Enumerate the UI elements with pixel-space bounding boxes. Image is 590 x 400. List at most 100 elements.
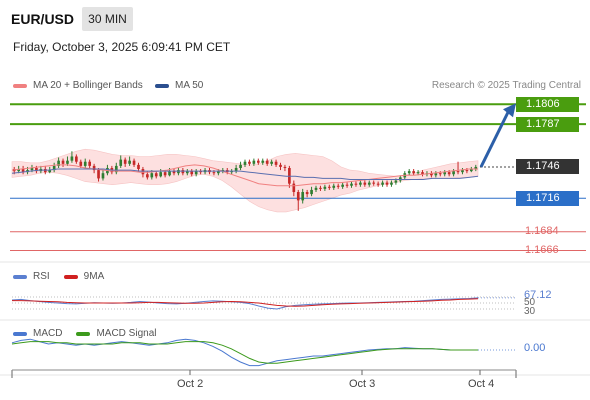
candle-body — [83, 161, 87, 166]
candle-body — [128, 160, 131, 164]
candle-body — [92, 165, 96, 171]
candle-body — [452, 171, 455, 175]
candle-body — [150, 173, 154, 178]
candle-body — [274, 161, 278, 165]
rsi-level-50: 50 — [524, 297, 536, 308]
candle-body — [412, 171, 415, 174]
candle-body — [57, 160, 60, 166]
candle-body — [52, 165, 56, 171]
candle-body — [350, 183, 353, 186]
price-level-label: 1.1716 — [516, 190, 579, 206]
legend-macd: MACD MACD Signal — [13, 328, 156, 339]
legend-signal-label: MACD Signal — [96, 328, 157, 339]
candle-body — [390, 182, 393, 185]
candle-body — [447, 172, 451, 175]
candle-body — [430, 173, 433, 176]
credit-text: Research © 2025 Trading Central — [431, 80, 581, 91]
candle-body — [66, 160, 69, 164]
candle-body — [114, 165, 118, 173]
candle-body — [434, 173, 438, 176]
x-tick-label: Oct 3 — [349, 378, 376, 390]
forecast-arrow-shaft — [479, 109, 511, 168]
candle-body — [190, 171, 194, 175]
rsi-line — [11, 297, 479, 310]
candle-body — [221, 170, 225, 172]
candle-body — [310, 189, 313, 195]
candle-body — [212, 172, 216, 174]
candle-body — [270, 161, 273, 164]
price-level-label: 1.1684 — [525, 224, 559, 237]
candle-body — [194, 171, 198, 175]
candle-body — [217, 171, 220, 174]
bollinger-band — [11, 148, 479, 213]
candle-body — [470, 169, 473, 172]
candle-body — [75, 156, 78, 162]
candle-body — [416, 172, 420, 174]
legend-swatch-rsi — [13, 274, 27, 279]
legend-swatch-ma50 — [155, 83, 169, 88]
candle-body — [376, 183, 380, 185]
candle-body — [243, 161, 247, 165]
candle-body — [301, 192, 305, 201]
legend-ma50: MA 50 — [155, 80, 203, 91]
candle-body — [35, 167, 38, 172]
macd-signal-line — [11, 341, 478, 364]
candle-body — [132, 160, 136, 165]
candle-body — [461, 170, 464, 173]
legend-ma20-label: MA 20 + Bollinger Bands — [33, 80, 143, 91]
candle-body — [234, 167, 238, 172]
candle-body — [239, 164, 242, 168]
candle-body — [279, 164, 282, 167]
candle-body — [336, 185, 340, 187]
candle-body — [407, 171, 411, 174]
candle-body — [163, 172, 167, 176]
candle-body — [443, 172, 447, 175]
candle-body — [385, 182, 389, 185]
candle-body — [363, 182, 367, 185]
macd-value: 0.00 — [524, 342, 546, 354]
candle-body — [172, 171, 176, 174]
candle-body — [421, 172, 424, 175]
candle-body — [327, 186, 331, 188]
candle-body — [367, 182, 371, 185]
candle-body — [97, 170, 100, 179]
chart-datetime: Friday, October 3, 2025 6:09:41 PM CET — [13, 40, 231, 54]
candle-body — [265, 160, 269, 164]
candle-body — [372, 182, 376, 184]
legend-ma50-label: MA 50 — [175, 80, 204, 91]
legend-macd-label: MACD — [33, 328, 63, 339]
candle-body — [159, 172, 163, 177]
candle-body — [474, 166, 478, 170]
candle-body — [323, 186, 327, 189]
candle-body — [283, 166, 287, 168]
timeframe-button[interactable]: 30 MIN — [82, 7, 133, 31]
rsi-value: 67.12 — [524, 289, 552, 301]
rsi-ma-line — [12, 298, 479, 307]
candle-body — [123, 159, 127, 164]
candle-body — [21, 169, 25, 173]
candle-body — [252, 160, 256, 164]
candle-body — [305, 192, 309, 195]
candle-body — [256, 160, 260, 163]
candle-body — [465, 170, 469, 172]
candle-body — [168, 171, 171, 176]
candle-body — [119, 159, 123, 166]
candle-body — [70, 156, 74, 161]
candle-body — [319, 187, 322, 189]
candle-body — [354, 183, 358, 185]
candle-body — [137, 164, 140, 170]
candle-body — [79, 161, 83, 166]
candle-body — [359, 182, 362, 185]
forecast-arrow-head — [503, 103, 516, 118]
price-level-label: 1.1746 — [516, 159, 579, 175]
candle-body — [394, 180, 398, 183]
candle-body — [154, 173, 158, 177]
legend-rsi-label: RSI — [33, 271, 50, 282]
ma50-line — [11, 168, 479, 180]
price-level-label: 1.1787 — [516, 116, 579, 132]
price-level-label: 1.1806 — [516, 96, 579, 112]
candle-body — [332, 185, 336, 188]
x-tick-label: Oct 2 — [177, 378, 204, 390]
candle-body — [230, 171, 234, 173]
